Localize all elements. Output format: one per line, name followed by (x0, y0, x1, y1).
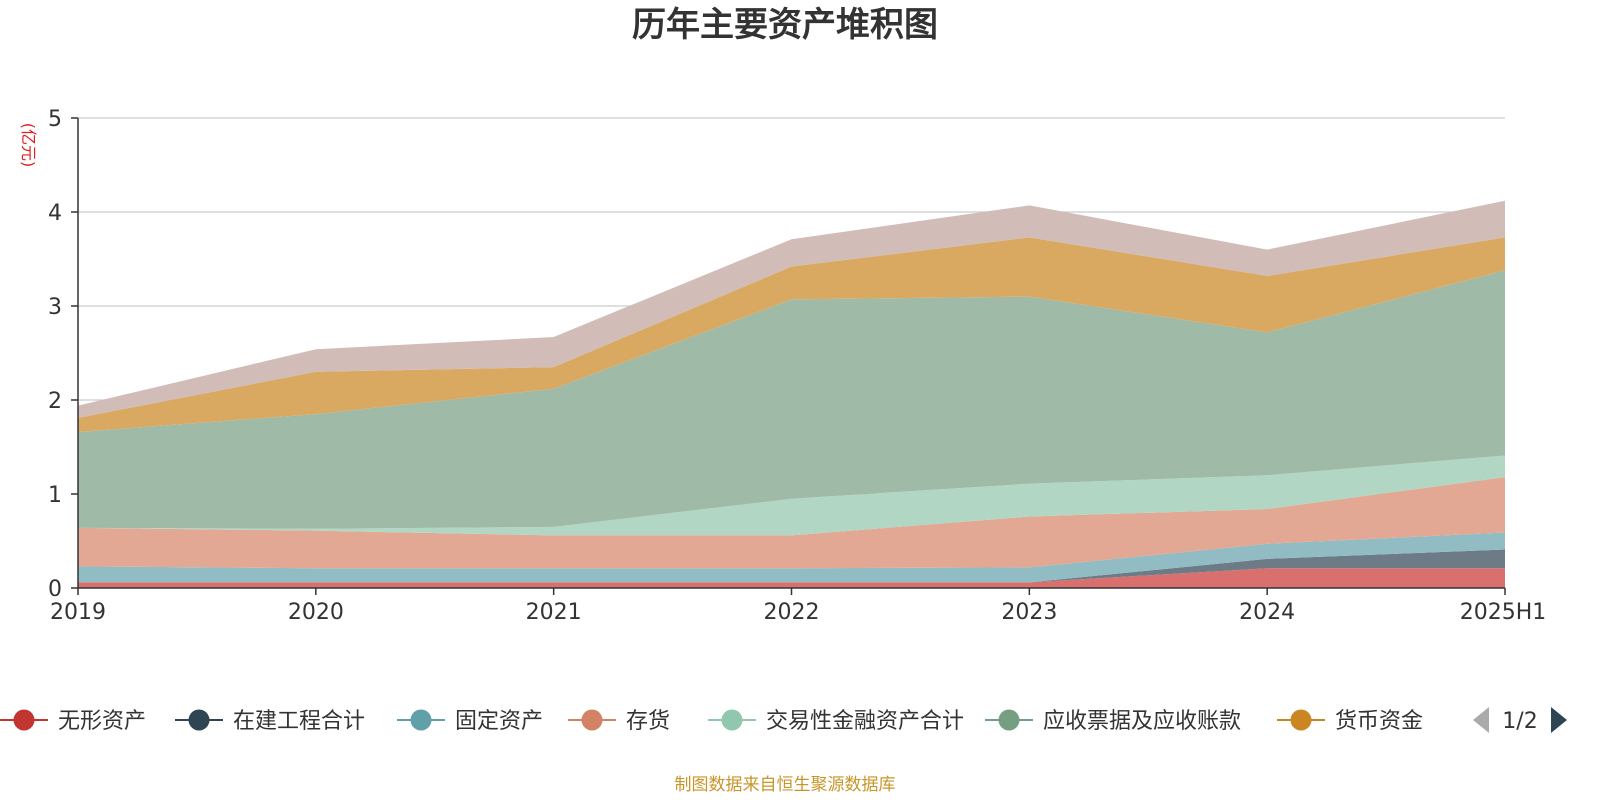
area-series-1 (78, 568, 1505, 588)
legend: 无形资产 在建工程合计 固定资产 存货 交易性金融资产合计 应收票据及应收账款 货币资金 1/… (0, 707, 1567, 734)
legend-item-1[interactable]: 无形资产 (0, 709, 146, 734)
legend-label: 固定资产 (455, 709, 543, 734)
legend-label: 应收票据及应收账款 (1043, 709, 1241, 734)
area-series-3 (78, 532, 1505, 583)
legend-item-3[interactable]: 固定资产 (397, 709, 543, 734)
x-tick-label: 2020 (288, 600, 344, 625)
legend-circle-marker (410, 709, 432, 731)
y-tick-label: 2 (48, 389, 62, 414)
legend-circle-marker (1290, 709, 1312, 731)
x-tick-label: 2024 (1239, 600, 1295, 625)
legend-circle-marker (581, 709, 603, 731)
area-series-6 (78, 270, 1505, 529)
legend-item-2[interactable]: 在建工程合计 (175, 709, 365, 734)
legend-circle-marker (13, 709, 35, 731)
legend-label: 交易性金融资产合计 (766, 709, 964, 734)
area-series-2 (78, 549, 1505, 583)
legend-item-4[interactable]: 存货 (568, 709, 670, 734)
x-tick-label: 2025H1 (1460, 600, 1547, 625)
x-tick-label: 2023 (1001, 600, 1057, 625)
x-tick-label: 2021 (526, 600, 582, 625)
area-series-5 (78, 455, 1505, 536)
legend-label: 在建工程合计 (233, 709, 365, 734)
legend-circle-marker (721, 709, 743, 731)
area-series-group (78, 200, 1505, 588)
y-tick-label: 3 (48, 295, 62, 320)
legend-prev-page-icon[interactable] (1473, 707, 1489, 733)
y-axis-unit-label: (亿元) (19, 123, 38, 168)
y-tick-label: 5 (48, 107, 62, 132)
legend-item-7[interactable]: 货币资金 (1277, 709, 1423, 734)
area-series-7 (78, 237, 1505, 432)
y-tick-label: 1 (48, 483, 62, 508)
legend-label: 无形资产 (58, 709, 146, 734)
axes: 0 1 2 3 4 5 2019 2020 2021 2022 2023 2024 2025H1 (48, 107, 1546, 625)
x-tick-label: 2019 (50, 600, 106, 625)
chart-title: 历年主要资产堆积图 (632, 5, 938, 45)
legend-item-5[interactable]: 交易性金融资产合计 (708, 709, 964, 734)
data-source-note: 制图数据来自恒生聚源数据库 (675, 775, 896, 795)
y-tick-label: 4 (48, 201, 62, 226)
legend-item-6[interactable]: 应收票据及应收账款 (985, 709, 1241, 734)
area-series-8 (78, 200, 1505, 418)
legend-circle-marker (188, 709, 210, 731)
legend-circle-marker (998, 709, 1020, 731)
legend-label: 货币资金 (1335, 709, 1423, 734)
legend-next-page-icon[interactable] (1551, 707, 1567, 733)
y-tick-label: 0 (48, 577, 62, 602)
area-series-4 (78, 477, 1505, 569)
x-tick-label: 2022 (764, 600, 820, 625)
legend-label: 存货 (626, 709, 670, 734)
legend-page-indicator: 1/2 (1502, 709, 1537, 734)
